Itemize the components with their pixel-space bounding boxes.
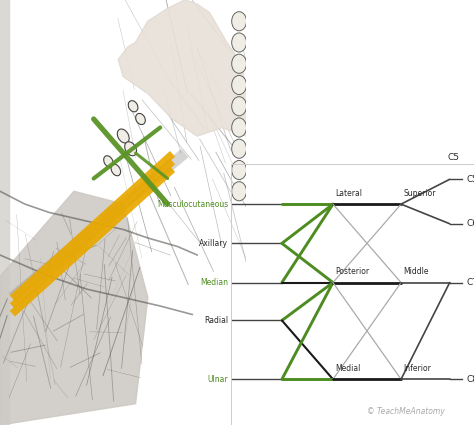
Ellipse shape (232, 76, 246, 95)
Text: Inferior: Inferior (403, 364, 431, 373)
Ellipse shape (104, 156, 113, 167)
Polygon shape (0, 191, 148, 425)
Ellipse shape (125, 142, 137, 156)
Text: C7: C7 (467, 278, 474, 287)
Ellipse shape (232, 12, 246, 31)
Text: C6: C6 (467, 219, 474, 228)
Polygon shape (118, 0, 246, 136)
Text: Middle: Middle (403, 267, 429, 276)
Ellipse shape (232, 54, 246, 74)
Text: Musculocutaneous: Musculocutaneous (157, 200, 228, 209)
Ellipse shape (232, 161, 246, 180)
Ellipse shape (232, 97, 246, 116)
Text: Median: Median (201, 278, 228, 287)
Ellipse shape (232, 182, 246, 201)
Text: C5: C5 (448, 153, 460, 162)
Text: Superior: Superior (403, 189, 436, 198)
Ellipse shape (136, 113, 146, 125)
Text: Ulnar: Ulnar (208, 375, 228, 384)
Ellipse shape (232, 139, 246, 159)
Text: Medial: Medial (336, 364, 361, 373)
Text: Posterior: Posterior (336, 267, 370, 276)
Ellipse shape (111, 164, 120, 176)
Text: C5: C5 (467, 175, 474, 184)
Ellipse shape (117, 129, 129, 143)
Text: © TeachMeAnatomy: © TeachMeAnatomy (367, 407, 445, 416)
Text: Axillary: Axillary (200, 239, 228, 248)
Text: Lateral: Lateral (336, 189, 363, 198)
Ellipse shape (128, 101, 138, 112)
Ellipse shape (232, 33, 246, 52)
Ellipse shape (232, 118, 246, 137)
Polygon shape (0, 0, 9, 425)
Text: C8: C8 (467, 375, 474, 384)
Text: Radial: Radial (204, 316, 228, 325)
